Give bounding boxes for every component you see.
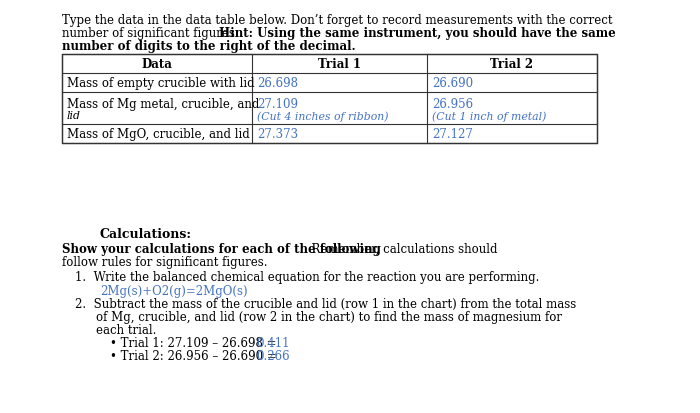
Text: Trial 1: Trial 1: [318, 58, 361, 71]
Text: follow rules for significant figures.: follow rules for significant figures.: [62, 255, 267, 268]
Text: (Cut 4 inches of ribbon): (Cut 4 inches of ribbon): [257, 111, 388, 121]
Text: Data: Data: [141, 58, 172, 71]
Text: . Remember, calculations should: . Remember, calculations should: [304, 242, 498, 255]
Text: 27.109: 27.109: [257, 98, 298, 111]
Text: 26.690: 26.690: [432, 77, 473, 90]
Text: of Mg, crucible, and lid (row 2 in the chart) to find the mass of magnesium for: of Mg, crucible, and lid (row 2 in the c…: [96, 310, 562, 323]
Text: Mass of empty crucible with lid: Mass of empty crucible with lid: [67, 77, 255, 90]
Text: Type the data in the data table below. Don’t forget to record measurements with : Type the data in the data table below. D…: [62, 14, 612, 27]
Text: 26.956: 26.956: [432, 98, 473, 111]
Text: 2Mg(s)+O2(g)=2MgO(s): 2Mg(s)+O2(g)=2MgO(s): [100, 284, 248, 297]
Text: 1.  Write the balanced chemical equation for the reaction you are performing.: 1. Write the balanced chemical equation …: [75, 271, 540, 283]
Text: each trial.: each trial.: [96, 323, 156, 336]
Text: 27.127: 27.127: [432, 128, 473, 141]
Text: • Trial 2: 26.956 – 26.690 =: • Trial 2: 26.956 – 26.690 =: [110, 349, 281, 362]
Text: number of significant figures.: number of significant figures.: [62, 27, 242, 40]
Text: number of digits to the right of the decimal.: number of digits to the right of the dec…: [62, 40, 356, 53]
Text: Mass of Mg metal, crucible, and: Mass of Mg metal, crucible, and: [67, 98, 260, 111]
Text: lid: lid: [67, 111, 81, 121]
Text: Mass of MgO, crucible, and lid: Mass of MgO, crucible, and lid: [67, 128, 250, 141]
Text: 0.411: 0.411: [256, 336, 290, 349]
Text: Calculations:: Calculations:: [100, 228, 192, 240]
Text: Hint: Using the same instrument, you should have the same: Hint: Using the same instrument, you sho…: [218, 27, 615, 40]
Text: Show your calculations for each of the following: Show your calculations for each of the f…: [62, 242, 381, 255]
Text: 26.698: 26.698: [257, 77, 298, 90]
Text: 0.266: 0.266: [256, 349, 290, 362]
Text: 2.  Subtract the mass of the crucible and lid (row 1 in the chart) from the tota: 2. Subtract the mass of the crucible and…: [75, 297, 576, 310]
Text: • Trial 1: 27.109 – 26.698 =: • Trial 1: 27.109 – 26.698 =: [110, 336, 280, 349]
Text: 27.373: 27.373: [257, 128, 298, 141]
Text: Trial 2: Trial 2: [491, 58, 533, 71]
Bar: [62, 55, 597, 144]
Text: (Cut 1 inch of metal): (Cut 1 inch of metal): [432, 111, 547, 121]
